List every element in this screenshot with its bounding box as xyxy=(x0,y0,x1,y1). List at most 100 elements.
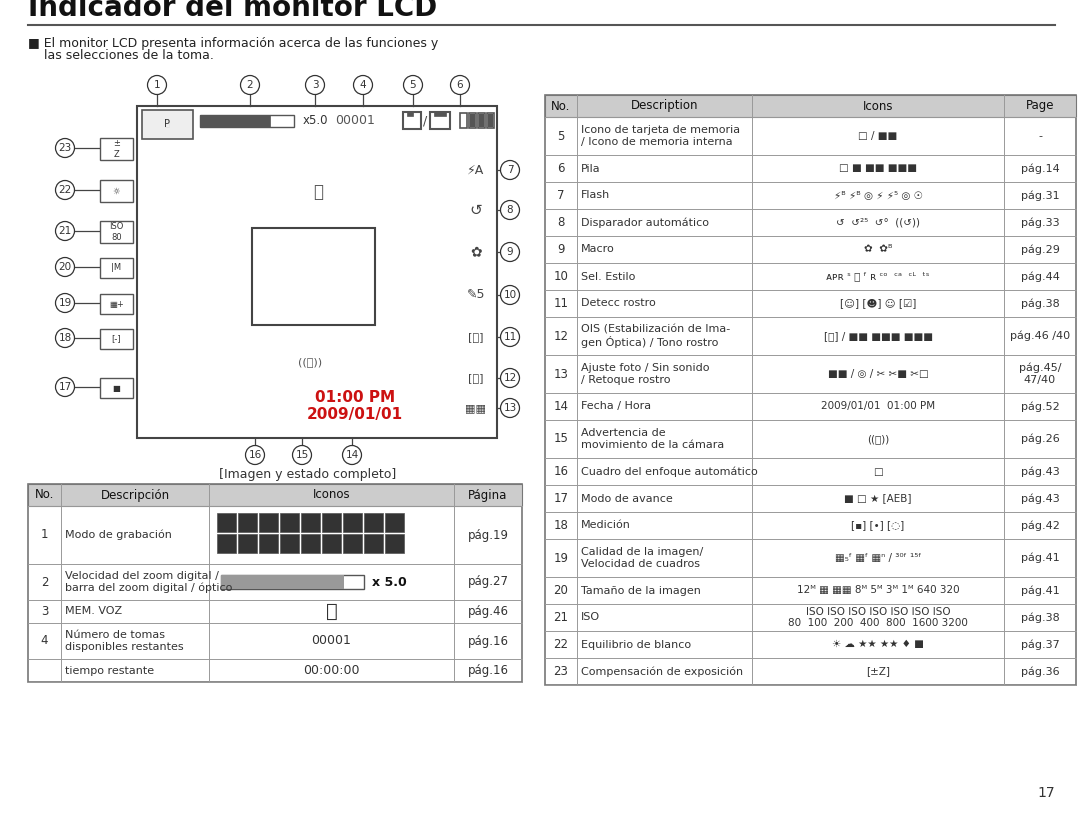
Text: Calidad de la imagen/
Velocidad de cuadros: Calidad de la imagen/ Velocidad de cuadr… xyxy=(581,547,703,569)
Text: ✿  ✿ᴮ: ✿ ✿ᴮ xyxy=(864,244,892,254)
Text: Número de tomas
disponibles restantes: Número de tomas disponibles restantes xyxy=(65,630,184,652)
Text: P: P xyxy=(164,119,170,129)
Text: 9: 9 xyxy=(507,247,513,257)
Text: ⚡ᴮ ⚡ᴮ ◎ ⚡ ⚡⁵ ◎ ☉: ⚡ᴮ ⚡ᴮ ◎ ⚡ ⚡⁵ ◎ ☉ xyxy=(834,191,922,200)
Text: 17: 17 xyxy=(1038,786,1055,800)
Text: |M: |M xyxy=(111,263,122,272)
Text: pág.38: pág.38 xyxy=(1021,298,1059,309)
Text: [👤]: [👤] xyxy=(469,332,484,342)
Text: [⏰] / ■■ ■■■ ■■■: [⏰] / ■■ ■■■ ■■■ xyxy=(824,331,932,341)
Bar xyxy=(364,534,383,553)
Text: Tamaño de la imagen: Tamaño de la imagen xyxy=(581,585,701,596)
Bar xyxy=(478,113,485,128)
Bar xyxy=(301,534,320,553)
Circle shape xyxy=(306,76,324,95)
Text: No.: No. xyxy=(551,99,570,112)
Text: pág.52: pág.52 xyxy=(1021,401,1059,412)
Bar xyxy=(384,513,404,532)
Bar xyxy=(545,95,1076,117)
Text: pág.45/
47/40: pág.45/ 47/40 xyxy=(1018,363,1062,385)
Text: 3: 3 xyxy=(41,605,49,618)
Text: pág.41: pág.41 xyxy=(1021,553,1059,563)
Text: 10: 10 xyxy=(554,270,568,283)
Text: 16: 16 xyxy=(554,465,568,478)
Bar xyxy=(221,575,345,589)
Circle shape xyxy=(353,76,373,95)
Text: pág.29: pág.29 xyxy=(1021,244,1059,255)
Bar xyxy=(280,513,299,532)
Text: ■: ■ xyxy=(112,384,121,393)
Circle shape xyxy=(148,76,166,95)
Bar xyxy=(100,138,133,160)
Circle shape xyxy=(55,139,75,157)
Circle shape xyxy=(500,161,519,179)
Text: 12: 12 xyxy=(554,329,568,342)
Circle shape xyxy=(245,446,265,465)
Text: pág.27: pág.27 xyxy=(468,575,509,588)
Bar xyxy=(545,95,1076,685)
Text: ▦▦: ▦▦ xyxy=(465,403,486,413)
Text: 11: 11 xyxy=(503,332,516,342)
Circle shape xyxy=(342,446,362,465)
Text: 5: 5 xyxy=(409,80,416,90)
Bar xyxy=(480,114,484,127)
Text: [±Z]: [±Z] xyxy=(866,667,890,676)
Bar xyxy=(28,484,522,506)
Bar xyxy=(343,513,362,532)
Text: Iconos: Iconos xyxy=(313,488,350,501)
Text: [-]: [-] xyxy=(111,334,121,343)
Text: 00001: 00001 xyxy=(311,635,351,647)
Text: 4: 4 xyxy=(360,80,366,90)
Text: pág.36: pág.36 xyxy=(1021,666,1059,676)
Bar xyxy=(28,484,522,682)
Text: ISO: ISO xyxy=(581,613,600,623)
Circle shape xyxy=(55,293,75,312)
Text: Pila: Pila xyxy=(581,164,600,174)
Circle shape xyxy=(500,285,519,305)
Text: 21: 21 xyxy=(58,226,71,236)
Text: 18: 18 xyxy=(554,519,568,532)
Text: Compensación de exposición: Compensación de exposición xyxy=(581,666,743,676)
Text: Medición: Medición xyxy=(581,521,631,531)
Circle shape xyxy=(404,76,422,95)
Text: ((👋)): ((👋)) xyxy=(867,434,889,444)
Text: 6: 6 xyxy=(557,162,565,175)
Bar xyxy=(200,115,270,127)
Text: 5: 5 xyxy=(557,130,565,143)
Circle shape xyxy=(500,200,519,219)
Text: pág.37: pág.37 xyxy=(1021,639,1059,650)
Bar xyxy=(280,534,299,553)
Text: pág.16: pág.16 xyxy=(468,664,509,677)
Text: pág.42: pág.42 xyxy=(1021,520,1059,531)
Text: 12ᴹ ▦ ▦▦ 8ᴹ 5ᴹ 3ᴹ 1ᴹ 640 320: 12ᴹ ▦ ▦▦ 8ᴹ 5ᴹ 3ᴹ 1ᴹ 640 320 xyxy=(797,585,959,596)
Text: ✿: ✿ xyxy=(470,245,482,259)
Text: Detecc rostro: Detecc rostro xyxy=(581,298,656,309)
Text: ISO ISO ISO ISO ISO ISO ISO
80  100  200  400  800  1600 3200: ISO ISO ISO ISO ISO ISO ISO 80 100 200 4… xyxy=(788,606,968,628)
Text: ᴀᴩʀ ˢ ᴥ ᶠ ʀ ᶜᵒ  ᶜᵃ  ᶜᴸ  ᵗˢ: ᴀᴩʀ ˢ ᴥ ᶠ ʀ ᶜᵒ ᶜᵃ ᶜᴸ ᵗˢ xyxy=(826,271,930,281)
Text: pág.19: pág.19 xyxy=(468,528,509,541)
Text: 9: 9 xyxy=(557,243,565,256)
Bar xyxy=(100,221,133,243)
Text: ⬛: ⬛ xyxy=(164,120,170,129)
Text: Modo de avance: Modo de avance xyxy=(581,494,673,504)
Text: Sel. Estilo: Sel. Estilo xyxy=(581,271,635,281)
Circle shape xyxy=(500,368,519,387)
Text: /: / xyxy=(423,114,427,127)
Text: 12: 12 xyxy=(503,373,516,383)
Text: 10: 10 xyxy=(503,290,516,300)
Circle shape xyxy=(500,328,519,346)
Bar xyxy=(384,534,404,553)
Text: tiempo restante: tiempo restante xyxy=(65,666,154,676)
Circle shape xyxy=(293,446,311,465)
Text: No.: No. xyxy=(35,488,54,501)
Text: ☼: ☼ xyxy=(112,187,120,196)
Text: Modo de grabación: Modo de grabación xyxy=(65,530,172,540)
Text: 15: 15 xyxy=(295,450,309,460)
Bar xyxy=(403,112,421,129)
Bar xyxy=(100,329,133,349)
Text: pág.41: pág.41 xyxy=(1021,585,1059,596)
Bar xyxy=(469,113,476,128)
Text: 🎙: 🎙 xyxy=(326,602,337,621)
Text: 1: 1 xyxy=(153,80,160,90)
Text: 14: 14 xyxy=(554,400,568,413)
